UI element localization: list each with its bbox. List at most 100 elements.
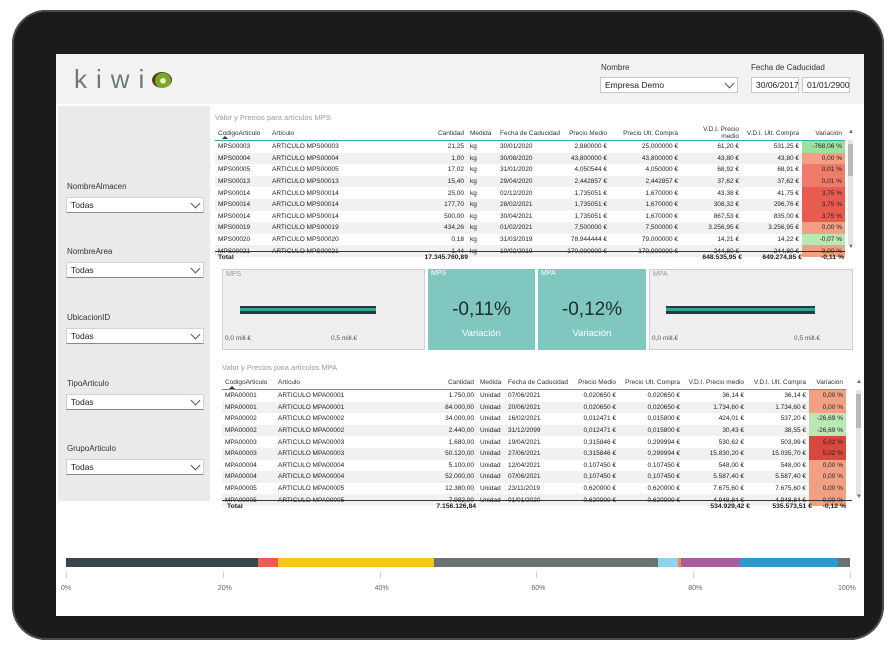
column-header[interactable]: V.D.I. Precio medio	[683, 376, 747, 390]
report-header: kiwi Nombre Empresa Demo Fecha de Caduci…	[56, 54, 864, 104]
mps-scrollbar[interactable]	[848, 140, 853, 244]
table-row[interactable]: MPA00004 ARTICULO MPA00004 5.100,00 Unidad 1…	[222, 459, 846, 472]
axis-tick-label: 100%	[838, 585, 856, 592]
axis-tick-label: 0%	[61, 585, 72, 592]
column-header[interactable]: Variación	[809, 376, 846, 390]
filter-dropdown-ubicacionid[interactable]: Todas	[66, 328, 204, 344]
column-header[interactable]: Artículo	[269, 126, 419, 141]
scroll-down-icon[interactable]: ▼	[848, 244, 854, 250]
mpa-value-chart[interactable]: MPA 0,0 mill.€ 0,5 mill.€	[649, 269, 853, 350]
table-cell: 177,70	[419, 198, 467, 211]
mpa-scrollbar[interactable]	[856, 390, 861, 496]
scroll-up-icon[interactable]: ▲	[848, 129, 854, 135]
table-cell: ARTICULO MPA00005	[278, 485, 345, 493]
column-header[interactable]: Precio Medio	[563, 126, 610, 141]
nombre-dropdown[interactable]: Empresa Demo	[600, 77, 738, 93]
table-cell: 4,050000 €	[645, 166, 678, 174]
share-segment[interactable]	[434, 558, 658, 567]
table-row[interactable]: MPS00014 ARTICULO MPS00014 500,00 kg 30/04/2…	[215, 210, 845, 223]
column-header[interactable]: Cantidad	[429, 376, 477, 390]
filter-dropdown-nombrealmacen[interactable]: Todas	[66, 197, 204, 213]
table-row[interactable]: MPA00002 ARTICULO MPA00002 34.000,00 Unidad…	[222, 413, 846, 425]
table-cell: ARTICULO MPA00002	[275, 424, 429, 437]
column-header[interactable]: Precio Ult. Compra	[619, 376, 683, 390]
column-header[interactable]: V.D.I. Ult. Compra	[742, 126, 802, 141]
filter-dropdown-tipoarticulo[interactable]: Todas	[66, 394, 204, 410]
mps-scroll-thumb[interactable]	[848, 144, 853, 176]
column-header[interactable]: Fecha de Caducidad	[505, 376, 573, 390]
table-row[interactable]: MPS00003 ARTICULO MPS00003 21,25 kg 30/01/20…	[215, 140, 845, 153]
share-segment[interactable]	[740, 558, 839, 567]
filter-dropdown-grupoarticulo[interactable]: Todas	[66, 459, 204, 475]
table-row[interactable]: MPS00014 ARTICULO MPS00014 25,00 kg 02/12/20…	[215, 187, 845, 199]
share-segment[interactable]	[681, 558, 741, 567]
column-header[interactable]: Artículo	[275, 376, 429, 390]
kpi-card-mpa[interactable]: MPA -0,12% Variación	[538, 269, 646, 350]
share-segment[interactable]	[677, 558, 682, 567]
share-segment[interactable]	[277, 558, 435, 567]
column-header[interactable]: Precio Medio	[573, 376, 619, 390]
table-row[interactable]: MPA00001 ARTICULO MPA00001 84.000,00 Unidad…	[222, 401, 846, 414]
fecha-hasta-input[interactable]: 01/01/2900	[802, 77, 850, 93]
table-cell: 7.675,60 €	[713, 485, 744, 493]
table-cell: 14,22 €	[777, 236, 799, 244]
table-row[interactable]: MPA00004 ARTICULO MPA00004 52.000,00 Unidad…	[222, 471, 846, 483]
table-row[interactable]: MPA00001 ARTICULO MPA00001 1.750,00 Unidad 0…	[222, 389, 846, 402]
filter-value: Todas	[71, 397, 94, 407]
fecha-desde-input[interactable]: 30/06/2017	[751, 77, 799, 93]
table-row[interactable]: MPA00003 ARTICULO MPA00003 1.680,00 Unidad 1…	[222, 436, 846, 448]
table-cell: 01/02/2021	[497, 222, 563, 234]
table-row[interactable]: MPS00020 ARTICULO MPS00020 0,18 kg 31/03/201…	[215, 233, 845, 246]
filter-dropdown-nombrearea[interactable]: Todas	[66, 262, 204, 278]
kpi-card-mps[interactable]: MPS -0,11% Variación	[428, 269, 535, 350]
chevron-down-icon	[190, 263, 201, 274]
kpi-mpa-value: -0,12%	[561, 299, 623, 320]
mps-value-chart[interactable]: MPS 0,0 mill.€ 0,5 mill.€	[222, 269, 425, 350]
table-cell: 21,25	[447, 143, 464, 151]
table-row[interactable]: MPS00005 ARTICULO MPS00005 17,02 kg 31/01/20…	[215, 164, 845, 176]
scroll-up-icon[interactable]: ▲	[856, 379, 862, 385]
column-header[interactable]: Variación	[802, 126, 845, 141]
share-segment[interactable]	[838, 558, 850, 567]
mpa-total-vdi-medio: 534.929,42 €	[710, 503, 750, 510]
share-segment[interactable]	[258, 558, 278, 567]
table-cell: 0,012471 €	[573, 424, 619, 437]
share-segment[interactable]	[66, 558, 259, 567]
table-cell: kg	[467, 152, 497, 165]
mpa-total-label: Total	[227, 503, 243, 510]
column-header[interactable]: CodigoArticulo	[222, 376, 275, 390]
column-header[interactable]: Fecha de Caducidad	[497, 126, 563, 141]
table-row[interactable]: MPA00005 ARTICULO MPA00005 12.380,00 Unidad…	[222, 482, 846, 495]
table-row[interactable]: MPA00003 ARTICULO MPA00003 50.120,00 Unidad…	[222, 447, 846, 460]
column-header[interactable]: V.D.I. Ult. Compra	[747, 376, 809, 390]
column-header[interactable]: Precio Ult. Compra	[610, 126, 681, 141]
table-cell: MPS00013	[215, 175, 269, 188]
column-header[interactable]: Medida	[477, 376, 505, 390]
table-row[interactable]: MPA00002 ARTICULO MPA00002 2.440,00 Unidad 3…	[222, 424, 846, 437]
filter-label-nombrearea: NombreArea	[67, 247, 113, 256]
kpi-mps-subtitle: Variación	[462, 328, 501, 339]
mpa-total-divider	[222, 500, 852, 501]
mpa-scroll-thumb[interactable]	[856, 394, 861, 428]
table-row[interactable]: MPS00013 ARTICULO MPS00013 15,40 kg 29/04/20…	[215, 175, 845, 188]
table-cell: Unidad	[477, 471, 505, 483]
table-row[interactable]: MPS00004 ARTICULO MPS00004 1,00 kg 30/08/202…	[215, 152, 845, 165]
table-cell: 1,670000 €	[645, 212, 678, 220]
table-cell: 1,670000 €	[610, 198, 681, 211]
column-header[interactable]: Medida	[467, 126, 497, 141]
table-row[interactable]: MPS00014 ARTICULO MPS00014 177,70 kg 28/02/2…	[215, 198, 845, 211]
column-header[interactable]: V.D.I. Precio medio	[681, 126, 742, 141]
column-header[interactable]: CodigoArticulo	[215, 126, 269, 141]
table-cell: ARTICULO MPA00002	[278, 415, 345, 423]
table-cell: 4,050544 €	[574, 166, 607, 174]
column-header[interactable]: Cantidad	[419, 126, 467, 141]
table-row[interactable]: MPS00019 ARTICULO MPS00019 434,26 kg 01/02/2…	[215, 222, 845, 234]
table-cell: MPA00001	[222, 401, 275, 414]
scroll-down-icon[interactable]: ▼	[856, 494, 862, 500]
table-cell: 29/04/2020	[497, 175, 563, 188]
share-segment[interactable]	[657, 558, 678, 567]
mps-axis-left: 0,0 mill.€	[225, 335, 252, 342]
table-cell: 17,02	[447, 166, 464, 174]
table-cell: 3,75 %	[802, 210, 845, 223]
table-cell: 43,800000 €	[610, 152, 681, 165]
